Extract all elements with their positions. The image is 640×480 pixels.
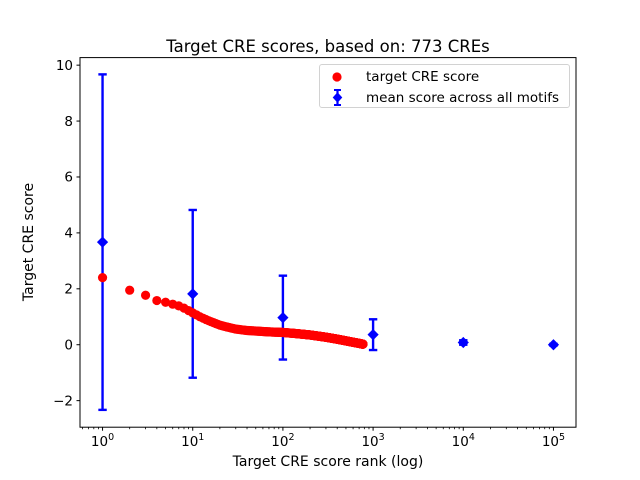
y-axis-label: Target CRE score [21, 182, 37, 302]
svg-text:102: 102 [271, 432, 294, 450]
svg-text:100: 100 [91, 432, 114, 450]
svg-text:8: 8 [64, 114, 73, 130]
y-axis-ticks: −2 0 2 4 6 8 10 [53, 58, 80, 409]
plot-area-border [79, 57, 577, 428]
svg-text:101: 101 [181, 432, 204, 450]
svg-text:105: 105 [542, 432, 565, 450]
x-axis-ticks: 100 101 102 103 104 105 [82, 427, 565, 450]
blue-diamond-errorbar-marker-icon [329, 88, 345, 107]
red-circle-marker-icon [329, 71, 345, 83]
legend-item-target-cre-score: target CRE score [320, 66, 569, 87]
x-axis-label: Target CRE score rank (log) [232, 454, 424, 470]
legend-item-mean-score: mean score across all motifs [320, 87, 569, 108]
series-mean-score-across-motifs [96, 73, 560, 412]
series-target-cre-score [97, 273, 368, 349]
legend-label-target-cre-score: target CRE score [366, 68, 480, 85]
legend-label-mean-score: mean score across all motifs [366, 89, 560, 106]
svg-text:104: 104 [452, 432, 475, 450]
svg-text:−2: −2 [53, 393, 73, 409]
svg-text:4: 4 [64, 226, 73, 242]
svg-text:2: 2 [64, 282, 73, 298]
svg-text:10: 10 [56, 58, 73, 74]
chart-title: Target CRE scores, based on: 773 CREs [166, 37, 490, 56]
svg-text:0: 0 [64, 337, 73, 353]
legend: target CRE score mean score across all m… [319, 64, 570, 108]
svg-text:6: 6 [64, 170, 73, 186]
svg-text:103: 103 [361, 432, 384, 450]
